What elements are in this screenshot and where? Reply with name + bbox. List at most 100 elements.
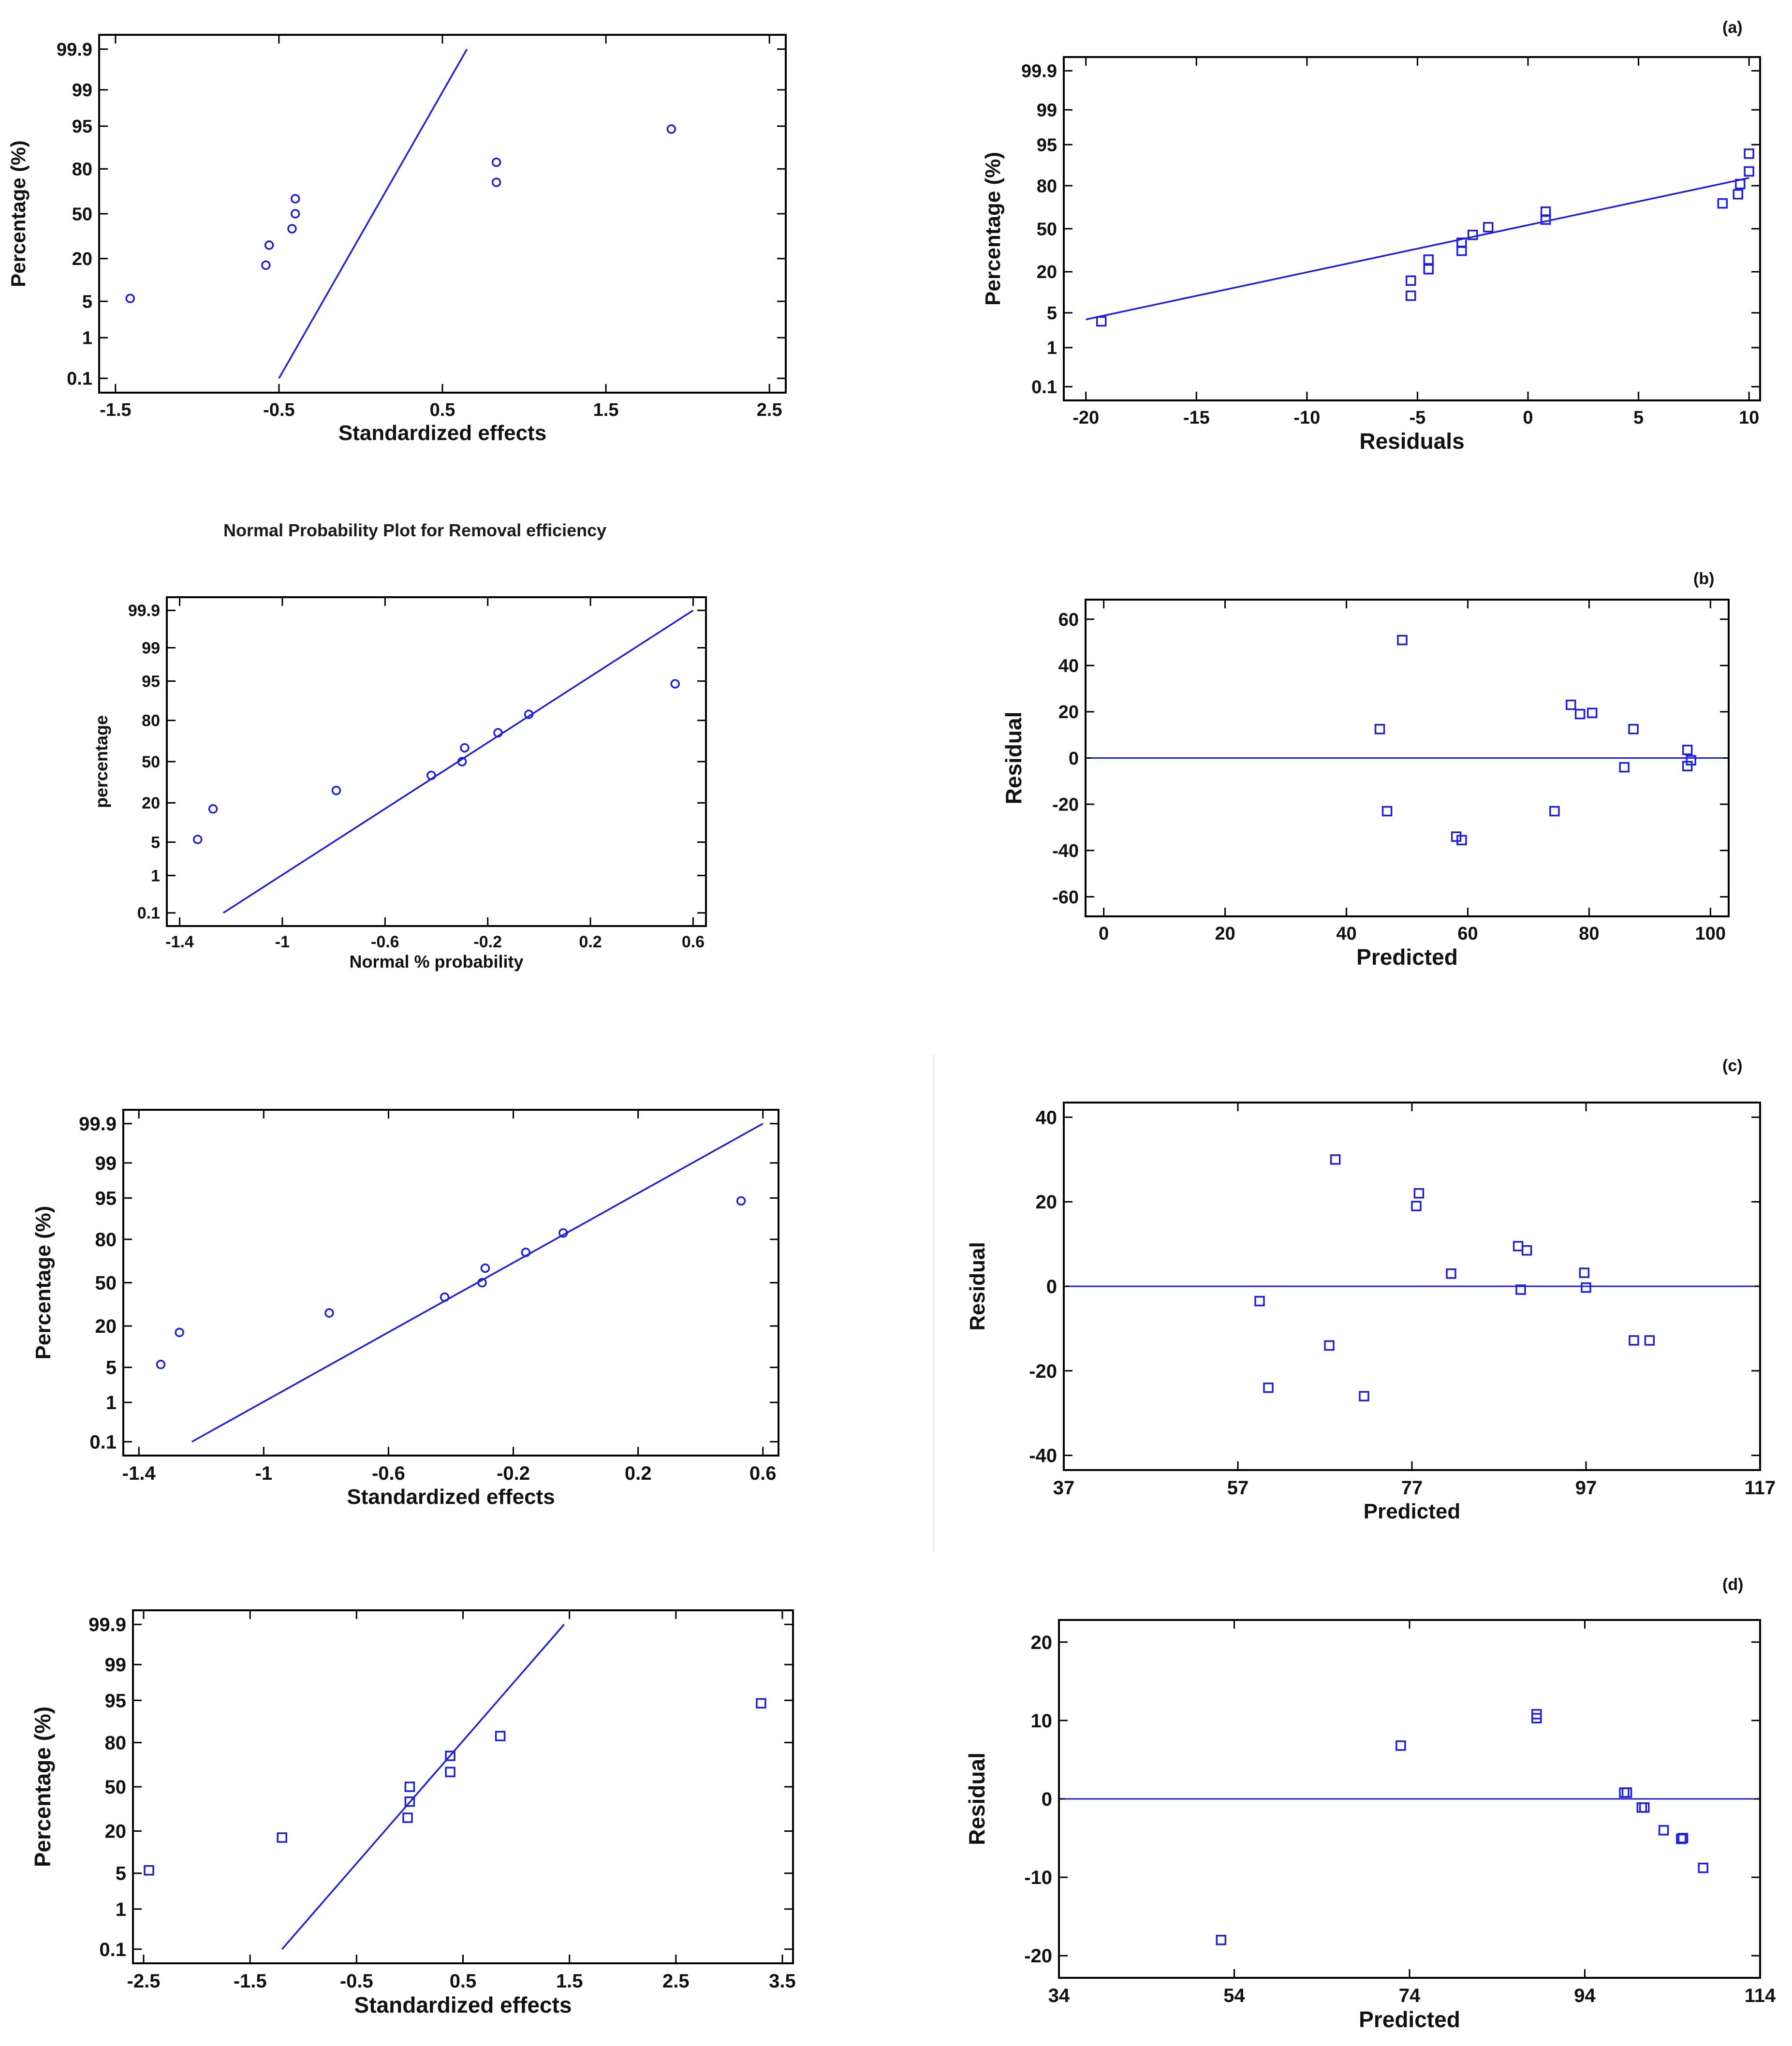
data-point <box>1413 1188 1425 1199</box>
fit-line <box>278 48 468 379</box>
x-tick-label: 0.5 <box>430 400 455 420</box>
x-tick-label: 2.5 <box>757 400 782 420</box>
y-tick-label: 20 <box>1036 1192 1058 1213</box>
x-tick-label: -0.2 <box>473 933 502 951</box>
data-point <box>493 728 503 738</box>
y-tick-label: 20 <box>1037 262 1057 282</box>
data-point <box>261 260 271 270</box>
data-point <box>756 1698 766 1709</box>
data-point <box>324 1308 334 1318</box>
data-point <box>1467 229 1478 240</box>
column-divider <box>933 1054 934 1552</box>
x-tick-label: 60 <box>1457 924 1478 944</box>
x-axis-label: Standardized effects <box>338 421 546 445</box>
data-point <box>1456 835 1467 846</box>
y-tick-label: 0 <box>1069 749 1079 769</box>
data-point <box>1540 206 1551 217</box>
y-tick-label: 0.1 <box>99 1939 126 1960</box>
x-tick-label: 100 <box>1695 924 1726 944</box>
x-tick-label: -1.5 <box>100 400 131 420</box>
data-point <box>1324 1340 1335 1351</box>
data-point <box>1423 254 1434 265</box>
x-tick-label: -0.6 <box>372 1463 405 1484</box>
data-point <box>1531 1713 1542 1723</box>
y-tick-label: 99.9 <box>57 40 92 60</box>
y-tick-label: 0 <box>1046 1276 1057 1297</box>
data-point <box>1717 198 1728 209</box>
y-axis-label: Residual <box>964 1752 989 1845</box>
x-tick-label: -5 <box>1410 408 1426 428</box>
x-tick-label: -0.5 <box>340 1971 373 1992</box>
y-tick-label: 50 <box>95 1273 117 1294</box>
data-point <box>1619 762 1630 773</box>
data-point <box>1586 707 1598 718</box>
data-point <box>175 1327 184 1338</box>
y-tick-label: 99.9 <box>1021 61 1057 82</box>
data-point <box>495 1731 506 1741</box>
x-tick-label: 37 <box>1053 1477 1075 1499</box>
y-tick-label: -10 <box>1024 1867 1052 1888</box>
data-point <box>1566 699 1576 710</box>
data-point <box>457 757 467 766</box>
y-tick-label: 99 <box>142 639 160 657</box>
x-tick-label: 97 <box>1575 1477 1597 1499</box>
data-point <box>1096 316 1107 327</box>
data-point <box>1735 178 1746 190</box>
data-point <box>1644 1335 1655 1346</box>
data-point <box>1628 723 1639 735</box>
x-tick-label: -1.4 <box>122 1463 156 1484</box>
data-point <box>1549 806 1560 817</box>
data-point <box>156 1359 166 1369</box>
data-point <box>1629 1335 1639 1346</box>
y-tick-label: -20 <box>1024 1945 1052 1967</box>
x-tick-label: 0.6 <box>749 1463 777 1484</box>
y-tick-label: 99.9 <box>88 1614 126 1635</box>
y-tick-label: 50 <box>105 1777 127 1798</box>
data-point <box>1677 1833 1689 1843</box>
data-point <box>1574 708 1586 720</box>
x-tick-label: 54 <box>1223 1985 1245 2006</box>
y-tick-label: 5 <box>116 1863 126 1884</box>
x-tick-label: 5 <box>1633 408 1644 428</box>
y-tick-label: 99 <box>1037 100 1057 120</box>
middle-figure-title: Normal Probability Plot for Removal effi… <box>223 520 607 540</box>
x-tick-label: 74 <box>1399 1985 1421 2006</box>
y-tick-label: 5 <box>106 1357 117 1379</box>
x-tick-label: 3.5 <box>769 1971 796 1992</box>
y-tick-label: 1 <box>1047 338 1057 358</box>
data-point <box>1359 1391 1369 1401</box>
x-tick-label: -0.5 <box>263 400 294 420</box>
data-point <box>666 124 676 134</box>
data-point <box>1405 290 1416 301</box>
data-point <box>1682 745 1693 755</box>
x-tick-label: 1.5 <box>556 1971 583 1992</box>
data-point <box>1744 148 1754 159</box>
data-point <box>1619 1787 1630 1798</box>
y-axis-label: Residual <box>1001 712 1026 805</box>
x-tick-label: 0.6 <box>682 933 705 951</box>
x-axis-label: Predicted <box>1356 944 1458 970</box>
y-tick-label: 50 <box>142 753 160 771</box>
y-tick-label: 99.9 <box>79 1114 117 1135</box>
data-point <box>491 157 501 167</box>
y-tick-label: -20 <box>1052 795 1079 815</box>
data-point <box>1216 1935 1227 1945</box>
data-point <box>1405 275 1416 286</box>
data-point <box>1744 166 1754 177</box>
y-tick-label: -40 <box>1052 841 1079 861</box>
y-tick-label: 20 <box>95 1316 117 1337</box>
y-tick-label: 80 <box>95 1229 117 1251</box>
data-point <box>460 743 470 753</box>
y-tick-label: 5 <box>82 292 92 312</box>
data-point <box>445 1766 455 1778</box>
x-tick-label: 10 <box>1739 408 1759 428</box>
data-point <box>208 804 218 814</box>
x-tick-label: 77 <box>1401 1477 1423 1499</box>
data-point <box>1446 1268 1456 1279</box>
